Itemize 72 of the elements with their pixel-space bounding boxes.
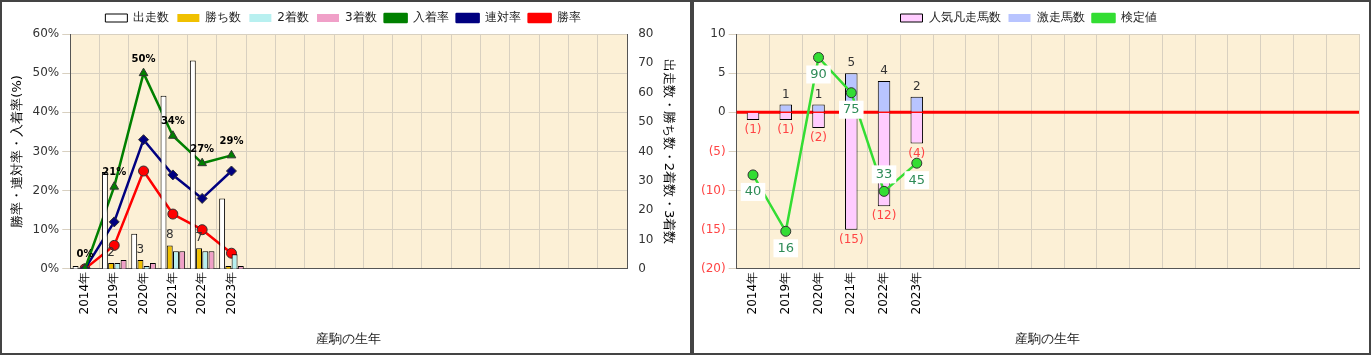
legend-label: 勝ち数 [205, 10, 242, 25]
data-label: 90 [810, 65, 827, 81]
data-label: 75 [843, 101, 860, 117]
y-tick-label: 5 [717, 65, 726, 80]
x-axis-title: 産駒の生年 [316, 330, 382, 346]
x-tick-label: 2023年 [223, 271, 238, 315]
y2-tick-label: 0 [638, 260, 646, 275]
x-tick-label: 2022年 [194, 271, 209, 315]
y-tick-label: (10) [700, 182, 726, 197]
data-label: 33 [875, 165, 893, 181]
data-label: 3 [136, 242, 145, 257]
data-label: 2 [912, 78, 921, 93]
y2-tick-label: 20 [638, 202, 654, 217]
x-tick-label: 2021年 [164, 271, 179, 315]
x-tick-label: 2023年 [908, 271, 923, 315]
data-label: 29% [219, 134, 244, 146]
data-label: (1) [744, 122, 762, 137]
y-tick-label: 40% [32, 104, 60, 119]
y-tick-label: (20) [700, 260, 726, 275]
data-label: 1 [781, 86, 790, 101]
legend-label: 3着数 [345, 10, 377, 25]
data-label: 4 [880, 63, 888, 78]
y-tick-label: 10% [32, 221, 60, 236]
data-label: (4) [908, 145, 926, 160]
y-tick-label: 0 [717, 104, 726, 119]
y-tick-label: 60% [32, 26, 60, 41]
data-label: (2) [810, 130, 828, 145]
y2-tick-label: 40 [638, 143, 654, 158]
y-tick-label: 10 [710, 26, 726, 41]
y-tick-label: 50% [32, 65, 60, 80]
data-label: 40 [744, 183, 762, 199]
y-tick-label: 0% [40, 260, 60, 275]
y-tick-label: (15) [700, 221, 726, 236]
y2-tick-label: 60 [638, 84, 654, 99]
y-tick-label: 30% [32, 143, 60, 158]
x-tick-label: 2020年 [135, 271, 150, 315]
x-tick-label: 2022年 [876, 271, 891, 315]
data-label: 45 [908, 171, 926, 187]
legend-label: 勝率 [556, 10, 581, 25]
x-tick-label: 2019年 [777, 271, 792, 315]
data-label: 8 [165, 227, 174, 242]
data-label: 1 [814, 86, 823, 101]
x-tick-label: 2014年 [77, 271, 92, 315]
data-label: 50% [131, 52, 156, 64]
legend-label: 入着率 [412, 10, 449, 25]
y2-tick-label: 80 [638, 26, 654, 41]
y2-tick-label: 30 [638, 172, 654, 187]
legend-label: 検定値 [1120, 10, 1157, 25]
data-label: 34% [160, 115, 185, 127]
x-axis-title: 産駒の生年 [1015, 330, 1081, 346]
data-label: 7 [195, 230, 203, 245]
y-axis-title: 勝率・連対率・入着率(%) [9, 75, 25, 228]
legend-label: 激走馬数 [1036, 10, 1085, 25]
x-tick-label: 2019年 [106, 271, 121, 315]
y2-tick-label: 70 [638, 55, 654, 70]
legend-label: 人気凡走馬数 [928, 10, 1001, 25]
y-tick-label: 20% [32, 182, 60, 197]
legend-label: 連対率 [484, 10, 521, 25]
y2-tick-label: 50 [638, 114, 654, 129]
y-tick-label: (5) [708, 143, 726, 158]
x-tick-label: 2020年 [810, 271, 825, 315]
legend-label: 2着数 [277, 10, 310, 25]
y2-tick-label: 10 [638, 231, 654, 246]
data-label: 5 [847, 55, 856, 70]
data-label: (1) [777, 122, 795, 137]
data-label: (15) [838, 231, 864, 246]
y2-axis-title: 出走数・勝ち数・2着数・3着数 [661, 58, 677, 245]
legend-label: 出走数 [133, 10, 170, 25]
x-tick-label: 2021年 [843, 271, 858, 315]
data-label: (12) [871, 208, 897, 223]
data-label: 16 [777, 239, 795, 255]
x-tick-label: 2014年 [745, 271, 760, 315]
